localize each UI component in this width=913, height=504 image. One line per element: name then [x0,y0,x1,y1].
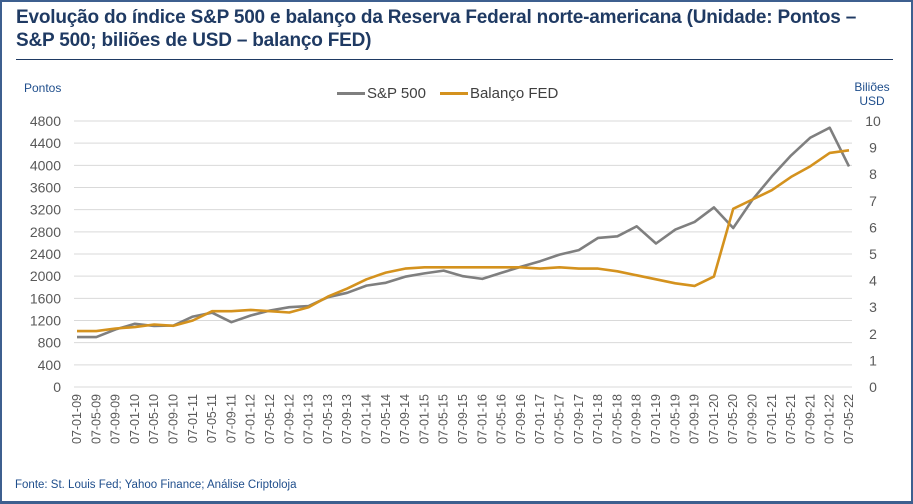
x-tick-label: 07-09-16 [514,394,528,444]
x-tick-label: 07-09-11 [224,394,238,443]
left-tick-label: 1200 [30,313,61,329]
right-tick-label: 9 [869,140,877,156]
x-tick-label: 07-09-10 [167,394,181,444]
right-tick-label: 4 [869,273,877,289]
left-tick-label: 2400 [30,246,61,262]
x-tick-label: 07-09-21 [803,394,817,444]
left-tick-label: 1600 [30,290,61,306]
x-tick-label: 07-05-15 [437,394,451,444]
right-tick-label: 5 [869,246,877,262]
x-tick-label: 07-09-15 [456,394,470,444]
left-tick-label: 2000 [30,268,61,284]
x-tick-label: 07-01-10 [128,394,142,444]
x-tick-label: 07-09-17 [572,394,586,444]
x-tick-label: 07-09-18 [630,394,644,444]
x-tick-label: 07-09-20 [746,394,760,444]
x-tick-label: 07-05-17 [553,394,567,444]
left-tick-label: 3600 [30,180,61,196]
gridlines [74,121,852,387]
x-ticks: 07-01-09 07-05-09 07-09-09 07-01-10 07-05-10… [70,394,856,444]
left-tick-label: 800 [38,335,62,351]
x-tick-label: 07-05-20 [726,394,740,444]
left-tick-label: 0 [53,379,61,395]
x-tick-label: 07-09-09 [109,394,123,444]
left-tick-label: 3200 [30,202,61,218]
right-tick-label: 2 [869,326,877,342]
x-tick-label: 07-05-11 [205,394,219,443]
x-tick-label: 07-05-14 [379,394,393,444]
left-tick-label: 4800 [30,113,61,129]
x-tick-label: 07-01-15 [417,394,431,444]
x-tick-label: 07-01-13 [302,394,316,444]
x-tick-label: 07-01-16 [475,394,489,444]
x-tick-label: 07-09-19 [688,394,702,444]
x-tick-label: 07-01-11 [186,394,200,443]
fed-balance-line [77,150,849,331]
left-tick-label: 4000 [30,157,61,173]
x-tick-label: 07-05-13 [321,394,335,444]
x-tick-label: 07-05-10 [147,394,161,444]
right-tick-label: 0 [869,379,877,395]
x-tick-label: 07-09-12 [282,394,296,444]
sp500-line [77,128,849,337]
x-tick-label: 07-05-19 [668,394,682,444]
x-tick-label: 07-01-09 [70,394,84,444]
right-y-ticks: 0 1 2 3 4 5 6 7 8 9 10 [865,113,881,395]
right-tick-label: 1 [869,352,877,368]
x-tick-label: 07-01-20 [707,394,721,444]
right-tick-label: 6 [869,219,877,235]
x-tick-label: 07-01-18 [591,394,605,444]
x-tick-label: 07-09-14 [398,394,412,444]
x-tick-label: 07-05-09 [89,394,103,444]
right-tick-label: 3 [869,299,877,315]
x-tick-label: 07-01-22 [823,394,837,444]
x-tick-label: 07-01-14 [360,394,374,444]
left-tick-label: 400 [38,357,62,373]
x-tick-label: 07-01-17 [533,394,547,444]
source-note: Fonte: St. Louis Fed; Yahoo Finance; Aná… [15,479,297,491]
x-tick-label: 07-05-22 [842,394,856,444]
left-tick-label: 2800 [30,224,61,240]
left-y-ticks: 0 400 800 1200 1600 2000 2400 2800 3200 3600 4000 4… [30,113,61,395]
x-tick-label: 07-05-12 [263,394,277,444]
x-tick-label: 07-09-13 [340,394,354,444]
right-tick-label: 8 [869,166,877,182]
x-tick-label: 07-05-21 [784,394,798,444]
right-tick-label: 10 [865,113,881,129]
x-tick-label: 07-05-16 [495,394,509,444]
x-tick-label: 07-01-19 [649,394,663,444]
x-tick-label: 07-01-21 [765,394,779,444]
right-tick-label: 7 [869,193,877,209]
left-tick-label: 4400 [30,135,61,151]
series-lines [77,128,849,337]
x-tick-label: 07-05-18 [610,394,624,444]
x-tick-label: 07-01-12 [244,394,258,444]
